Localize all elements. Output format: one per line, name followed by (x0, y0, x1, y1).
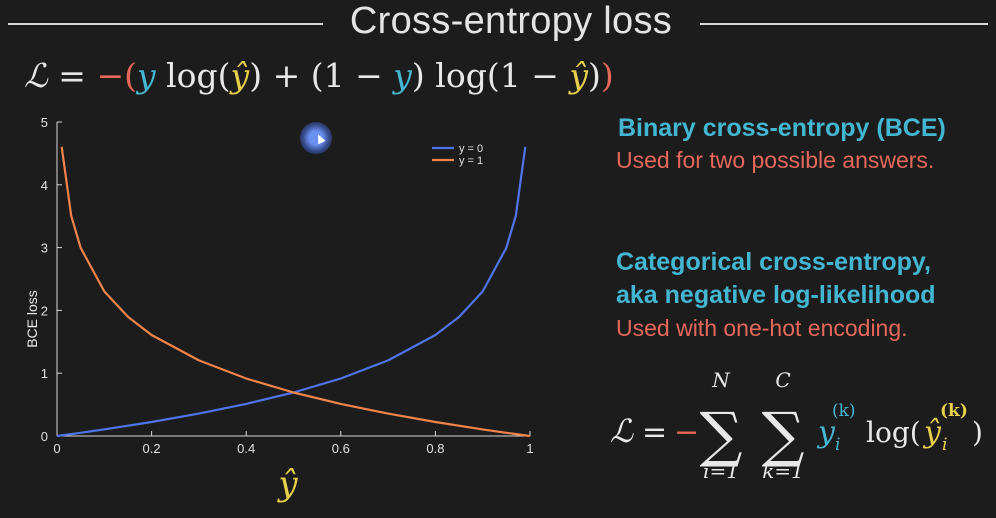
y-tick-label: 2 (41, 303, 48, 318)
x-axis-label: ŷ (276, 464, 298, 504)
formula-y: y (136, 56, 156, 95)
formula-log-second: log(1 − (435, 56, 559, 95)
x-tick-label: 0.8 (426, 441, 444, 456)
bce-description: Used for two possible answers. (616, 147, 935, 173)
cce-y-sub: i (835, 435, 840, 455)
cce-log: log( (866, 416, 921, 449)
formula-close-second: ) (411, 56, 425, 95)
formula-log: log( (166, 56, 231, 95)
cce-formula: ℒ = − N ∑ i=1 C ∑ k=1 y i (k) log( ŷ i (… (610, 368, 983, 483)
x-tick-label: 0.2 (143, 441, 161, 456)
formula-plus: + (272, 56, 301, 95)
formula-loss-symbol: ℒ (24, 56, 48, 95)
y-axis-label: BCE loss (24, 290, 40, 348)
x-tick-label: 0.4 (237, 441, 255, 456)
x-tick-label: 0.6 (332, 441, 350, 456)
sum-i-lower: i=1 (703, 459, 739, 483)
formula-y-second: y (393, 56, 412, 95)
cce-heading-line1: Categorical cross-entropy, (616, 248, 931, 276)
sum-k-upper: C (775, 368, 790, 392)
chart-axes: 0 0.2 0.4 0.6 0.8 1 0 1 2 3 4 5 (41, 115, 534, 456)
sum-i-sigma: ∑ (700, 400, 743, 470)
mouse-cursor-highlight (300, 122, 332, 154)
formula-close: ) (249, 56, 263, 95)
legend-label: y = 0 (459, 143, 483, 155)
formula-close-outer: ) (600, 56, 614, 95)
chart-lines (56, 146, 531, 438)
title-rule-right (700, 23, 988, 25)
formula-open-paren: ( (124, 56, 137, 95)
cce-yhat-sup: (k) (940, 401, 968, 421)
cce-yhat-sub: i (942, 435, 947, 455)
series-line-y1 (60, 146, 531, 438)
series-line-y0 (56, 146, 527, 438)
bce-heading: Binary cross-entropy (BCE) (618, 114, 946, 142)
y-tick-label: 0 (41, 429, 48, 444)
cce-y: y (816, 415, 836, 450)
chart-legend: y = 0y = 1 (432, 143, 483, 167)
cce-heading-line2: aka negative log-likelihood (616, 281, 936, 309)
slide-title: Cross-entropy loss (349, 0, 673, 42)
cce-description: Used with one-hot encoding. (616, 315, 908, 341)
sum-k-lower: k=1 (762, 459, 804, 483)
formula-equals: = (58, 56, 86, 95)
legend-label: y = 1 (459, 155, 483, 167)
chart-background (0, 105, 600, 505)
cce-yhat: ŷ (922, 415, 942, 450)
y-tick-label: 3 (41, 241, 48, 256)
formula-one-minus: (1 − (310, 56, 383, 95)
x-tick-label: 0 (53, 441, 60, 456)
formula-yhat: ŷ (230, 56, 250, 95)
sum-k-sigma: ∑ (762, 400, 805, 470)
sum-i-upper: N (711, 368, 731, 392)
y-tick-label: 4 (41, 178, 48, 193)
cce-y-sup: (k) (832, 401, 856, 421)
cce-equals: = (642, 415, 667, 450)
cce-minus: − (674, 415, 699, 450)
cce-loss-symbol: ℒ (610, 412, 634, 450)
x-tick-label: 1 (526, 441, 533, 456)
formula-yhat-second: ŷ (569, 56, 588, 95)
bce-loss-chart: 0 0.2 0.4 0.6 0.8 1 0 1 2 3 4 5 y = 0y = 1 BCE loss… (0, 105, 600, 505)
cce-close: ) (972, 416, 983, 449)
bce-formula: ℒ = −(y log(ŷ) + (1 − y) log(1 − ŷ)) (24, 56, 614, 95)
formula-minus: − (96, 56, 125, 95)
title-row: Cross-entropy loss (0, 0, 996, 46)
formula-close-third: ) (588, 56, 601, 95)
title-rule-left (8, 23, 323, 25)
y-tick-label: 1 (41, 366, 48, 381)
y-tick-label: 5 (41, 115, 48, 130)
